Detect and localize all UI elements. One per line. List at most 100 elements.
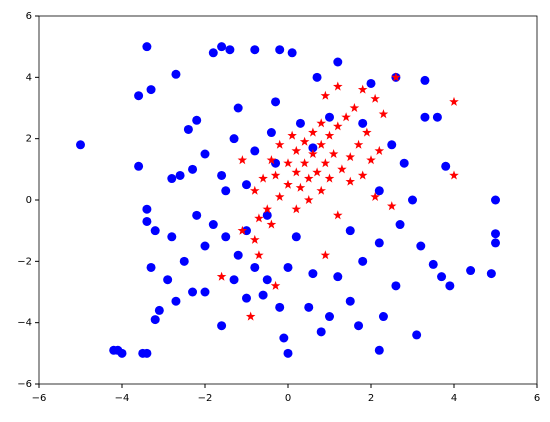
point xyxy=(295,118,305,128)
point xyxy=(192,115,202,125)
point xyxy=(142,204,152,214)
y-tick-label: 4 xyxy=(26,72,32,83)
star-point xyxy=(345,176,355,186)
point xyxy=(179,256,189,266)
star-point xyxy=(270,170,281,180)
star-point xyxy=(308,127,318,137)
star-point xyxy=(320,90,331,100)
point xyxy=(76,140,85,150)
point xyxy=(486,269,496,279)
star-point xyxy=(291,204,302,214)
point xyxy=(437,272,447,282)
point xyxy=(291,232,301,242)
point xyxy=(262,275,272,285)
point xyxy=(374,238,384,248)
point xyxy=(221,186,231,196)
star-point xyxy=(266,219,277,229)
y-tick-label: −6 xyxy=(17,379,32,390)
point xyxy=(258,290,268,300)
star-point xyxy=(283,179,293,189)
star-point xyxy=(262,204,272,214)
point xyxy=(167,174,177,184)
star-point xyxy=(250,234,260,244)
point xyxy=(387,140,397,150)
point xyxy=(142,348,152,358)
point xyxy=(491,195,500,205)
point xyxy=(432,112,442,122)
point xyxy=(420,112,430,122)
point xyxy=(217,170,227,180)
point xyxy=(366,78,376,88)
star-point xyxy=(357,170,368,180)
point xyxy=(378,312,388,322)
point xyxy=(283,262,293,272)
star-point xyxy=(333,81,343,91)
star-point xyxy=(320,158,331,168)
point xyxy=(441,161,451,171)
point xyxy=(175,170,185,180)
point xyxy=(395,220,405,230)
point xyxy=(374,345,384,355)
y-tick-label: 0 xyxy=(26,195,32,206)
point xyxy=(428,259,438,269)
star-point xyxy=(391,72,401,82)
star-point xyxy=(353,139,364,149)
point xyxy=(146,85,156,95)
point xyxy=(150,315,160,325)
point xyxy=(250,45,260,55)
star-point xyxy=(237,225,248,235)
point xyxy=(163,275,173,285)
y-tick-label: 2 xyxy=(26,134,32,145)
point xyxy=(271,97,281,107)
point xyxy=(358,118,368,128)
star-point xyxy=(387,201,397,211)
x-tick-label: 0 xyxy=(285,393,291,404)
star-point xyxy=(357,84,368,94)
star-point xyxy=(274,139,285,149)
point xyxy=(308,269,318,279)
star-point xyxy=(270,280,281,290)
x-tick-label: 6 xyxy=(534,393,540,404)
point xyxy=(262,210,272,220)
y-tick-label: 6 xyxy=(26,11,32,22)
point xyxy=(250,146,260,156)
point xyxy=(146,262,156,272)
point xyxy=(142,42,152,52)
point xyxy=(225,45,235,55)
point xyxy=(200,149,210,159)
star-point xyxy=(449,96,459,106)
point xyxy=(200,287,210,297)
star-point xyxy=(250,185,260,195)
y-tick-label: −4 xyxy=(17,318,32,329)
point xyxy=(399,158,409,168)
point xyxy=(412,330,422,340)
star-point xyxy=(291,145,302,155)
star-point xyxy=(374,145,385,155)
point xyxy=(142,216,152,226)
point xyxy=(491,229,500,239)
star-point xyxy=(366,155,376,165)
star-point xyxy=(449,170,459,180)
point xyxy=(308,143,318,153)
point xyxy=(171,69,181,79)
point xyxy=(466,266,476,276)
y-tick-label: −2 xyxy=(17,256,32,267)
star-point xyxy=(312,167,322,177)
star-point xyxy=(254,213,264,223)
star-point xyxy=(370,191,380,201)
point xyxy=(188,287,198,297)
point xyxy=(229,134,239,144)
point xyxy=(233,103,243,113)
point xyxy=(283,348,293,358)
star-point xyxy=(320,250,331,260)
star-point xyxy=(328,149,339,158)
point xyxy=(374,186,384,196)
star-point xyxy=(378,109,389,119)
point xyxy=(221,232,231,242)
star-point xyxy=(283,158,293,168)
star-point xyxy=(324,130,335,140)
point xyxy=(242,180,251,190)
point xyxy=(192,210,202,220)
